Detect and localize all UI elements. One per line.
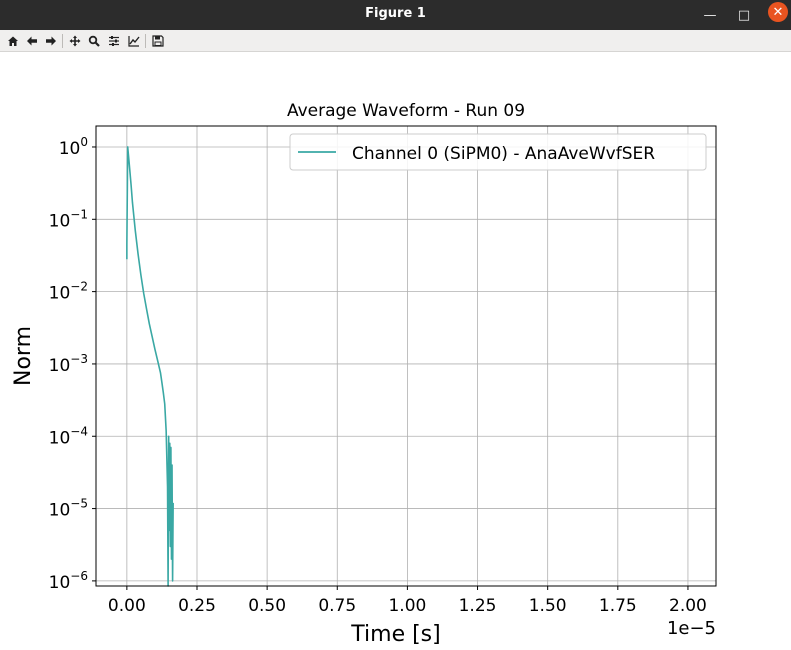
magnifier-icon[interactable] (85, 32, 102, 49)
sliders-icon[interactable] (105, 32, 122, 49)
axes-frame (95, 125, 717, 587)
x-axis-label: Time [s] (350, 622, 440, 647)
chart-line-icon[interactable] (125, 32, 142, 49)
home-icon[interactable] (4, 32, 21, 49)
y-tick-label: 10−2 (49, 280, 88, 304)
x-tick-label: 1.50 (529, 596, 567, 616)
x-axis-offset-label: 1e−5 (667, 618, 716, 639)
x-tick-label: 0.25 (178, 596, 216, 616)
close-icon[interactable]: ✕ (768, 2, 788, 22)
toolbar-separator (62, 34, 63, 48)
floppy-disk-icon[interactable] (149, 32, 166, 49)
window-titlebar: Figure 1 — □ ✕ (0, 0, 791, 30)
y-axis-label: Norm (11, 326, 36, 386)
series-layer (126, 146, 174, 587)
x-tick-label: 1.25 (459, 596, 497, 616)
minimize-icon[interactable]: — (703, 7, 717, 23)
y-tick-label: 100 (59, 135, 88, 159)
x-tick-label: 0.50 (248, 596, 286, 616)
chart-title: Average Waveform - Run 09 (287, 101, 525, 121)
x-tick-label: 0.75 (318, 596, 356, 616)
arrow-left-icon[interactable] (23, 32, 40, 49)
figure-canvas: Average Waveform - Run 09 0.00 0.25 0.50 0.… (11, 101, 717, 647)
series-line (126, 146, 174, 587)
move-icon[interactable] (66, 32, 83, 49)
x-tick-label: 1.00 (388, 596, 426, 616)
window-title: Figure 1 (365, 6, 426, 21)
legend-label: Channel 0 (SiPM0) - AnaAveWvfSER (352, 144, 655, 164)
x-tick-label: 1.75 (599, 596, 637, 616)
legend-box (289, 133, 707, 171)
maximize-icon[interactable]: □ (737, 7, 751, 23)
legend: Channel 0 (SiPM0) - AnaAveWvfSER (289, 133, 707, 171)
figure-toolbar (0, 30, 791, 52)
arrow-right-icon[interactable] (42, 32, 59, 49)
axis-ticks: 0.00 0.25 0.50 0.75 1.00 1.25 1.50 1.75 2.00 10−6… (49, 135, 707, 616)
y-tick-label: 10−1 (49, 207, 88, 231)
x-tick-label: 2.00 (669, 596, 707, 616)
y-tick-label: 10−4 (49, 424, 88, 448)
x-tick-label: 0.00 (108, 596, 146, 616)
grid-lines (96, 126, 716, 586)
y-tick-label: 10−3 (49, 352, 88, 376)
y-tick-label: 10−6 (49, 569, 88, 593)
y-tick-label: 10−5 (49, 497, 88, 521)
toolbar-separator (145, 34, 146, 48)
